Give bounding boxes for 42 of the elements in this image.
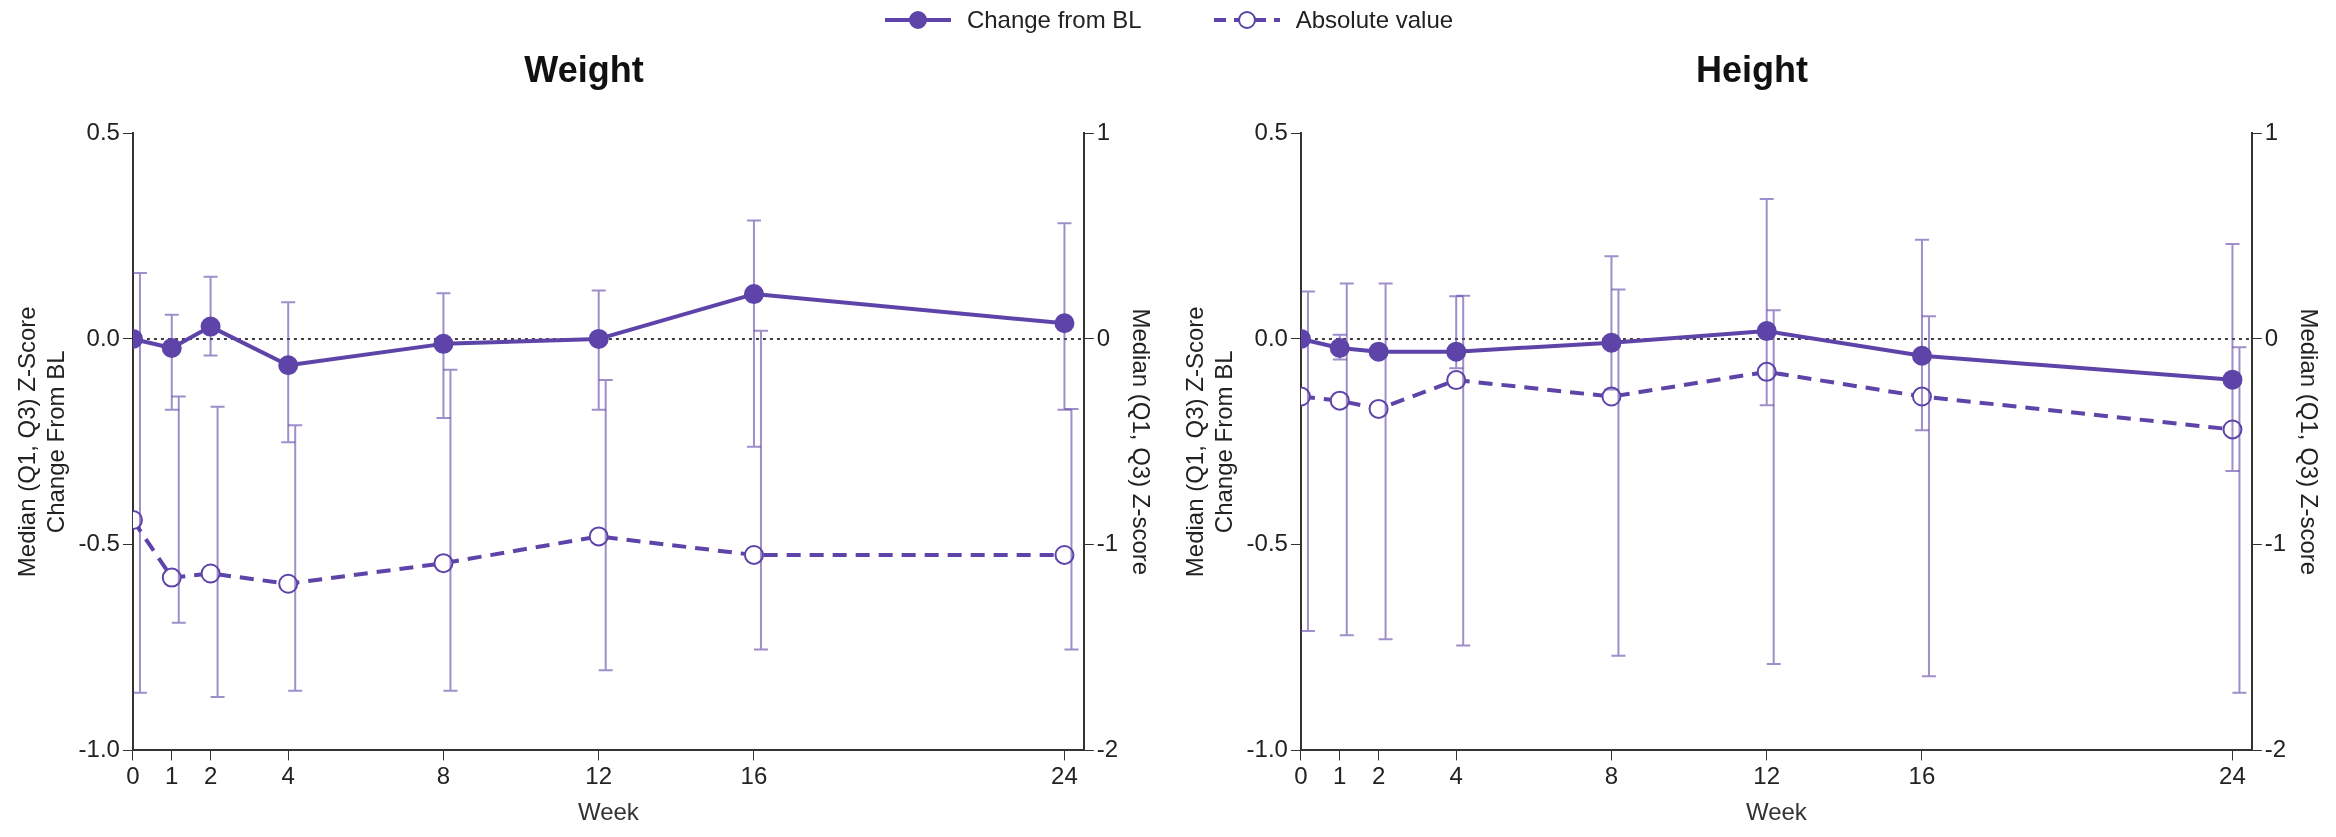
x-tick-label: 16 xyxy=(1908,762,1936,790)
y-tick-label: 0.0 xyxy=(86,323,120,351)
y2-tick-label: 1 xyxy=(2264,117,2279,145)
x-tick-label: 4 xyxy=(1449,762,1463,790)
x-tick-label: 4 xyxy=(281,762,295,790)
y-tick-label: -1.0 xyxy=(1246,735,1288,763)
y-tick-label: -0.5 xyxy=(78,529,120,557)
y-tick-label: 0.5 xyxy=(1254,117,1288,145)
x-tick-label: 8 xyxy=(436,762,451,790)
y-axis-title: Median (Q1, Q3) Z-Score Change From BL xyxy=(1181,306,1237,578)
y2-tick-label: -1 xyxy=(1096,529,1119,557)
x-tick-label: 24 xyxy=(2219,762,2246,790)
x-tick-label: 1 xyxy=(1333,762,1347,790)
x-tick-label: 24 xyxy=(1051,762,1078,790)
y2-tick-label: -1 xyxy=(2264,529,2287,557)
chart-title: Weight xyxy=(524,48,644,90)
x-tick-label: 2 xyxy=(1371,762,1386,790)
y2-axis-title: Median (Q1, Q3) Z-score xyxy=(1127,308,1155,576)
y2-axis-title: Median (Q1, Q3) Z-score xyxy=(2295,308,2323,576)
x-tick-label: 12 xyxy=(585,762,613,790)
x-tick-label: 8 xyxy=(1604,762,1619,790)
chart-title: Height xyxy=(1696,48,1808,90)
y2-tick-label: 1 xyxy=(1096,117,1111,145)
x-tick-label: 0 xyxy=(126,762,140,790)
x-tick-label: 12 xyxy=(1753,762,1781,790)
x-tick-label: 0 xyxy=(1294,762,1308,790)
y-tick-label: 0.5 xyxy=(86,117,120,145)
x-axis-title: Week xyxy=(577,798,640,826)
y-tick-label: 0.0 xyxy=(1254,323,1288,351)
legend-label: Absolute value xyxy=(1295,6,1454,34)
y2-tick-label: 0 xyxy=(1096,323,1111,351)
y-axis-title: Median (Q1, Q3) Z-Score Change From BL xyxy=(13,306,69,578)
y2-tick-label: -2 xyxy=(1096,735,1119,763)
x-tick-label: 1 xyxy=(165,762,179,790)
y2-tick-label: 0 xyxy=(2264,323,2279,351)
y2-tick-label: -2 xyxy=(2264,735,2287,763)
y-tick-label: -1.0 xyxy=(78,735,120,763)
x-tick-label: 2 xyxy=(203,762,218,790)
legend-label: Change from BL xyxy=(966,6,1142,34)
y-tick-label: -0.5 xyxy=(1246,529,1288,557)
x-tick-label: 16 xyxy=(740,762,768,790)
x-axis-title: Week xyxy=(1745,798,1808,826)
